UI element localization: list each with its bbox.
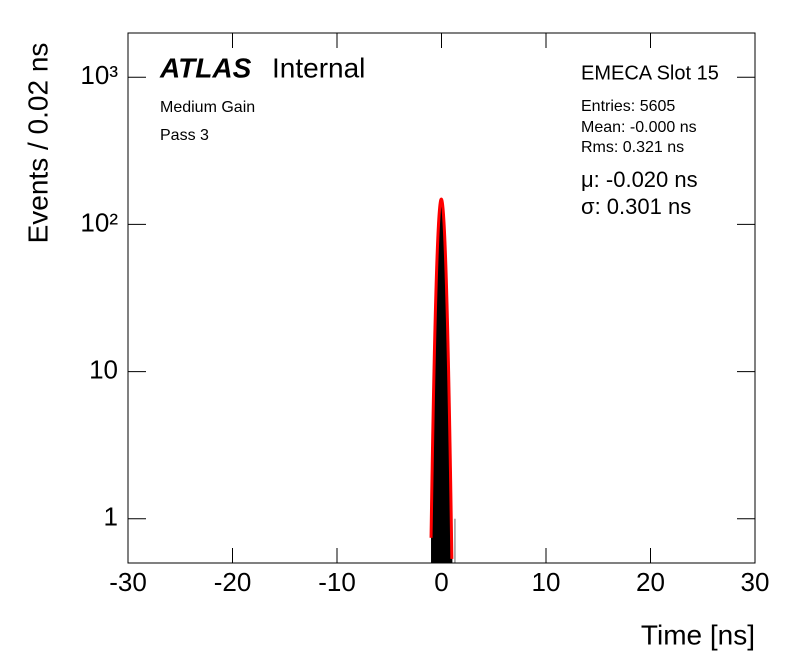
x-tick-label: -20 [214,567,252,597]
experiment-label: ATLAS [159,52,252,83]
fit-sigma-label: σ: 0.301 ns [581,194,691,219]
x-tick-label: 30 [741,567,770,597]
pass-label: Pass 3 [160,127,209,144]
y-tick-label: 1 [104,502,118,532]
fit-mu-label: μ: -0.020 ns [581,167,698,192]
x-tick-label: 0 [434,567,448,597]
entries-label: Entries: 5605 [581,98,675,115]
slot-label: EMECA Slot 15 [581,62,719,84]
histogram-bar [454,518,456,563]
x-axis-label: Time [ns] [641,619,755,650]
fit-curve [429,197,454,559]
gain-label: Medium Gain [160,99,255,116]
y-tick-label: 10² [80,207,118,237]
x-tick-label: 10 [532,567,561,597]
x-tick-label: -10 [318,567,356,597]
y-tick-label: 10 [89,354,118,384]
mean-label: Mean: -0.000 ns [581,119,697,136]
status-label: Internal [272,52,365,83]
y-tick-label: 10³ [80,60,118,90]
x-tick-label: 20 [636,567,665,597]
y-axis-label: Events / 0.02 ns [22,43,53,244]
rms-label: Rms: 0.321 ns [581,139,684,156]
x-tick-label: -30 [109,567,147,597]
